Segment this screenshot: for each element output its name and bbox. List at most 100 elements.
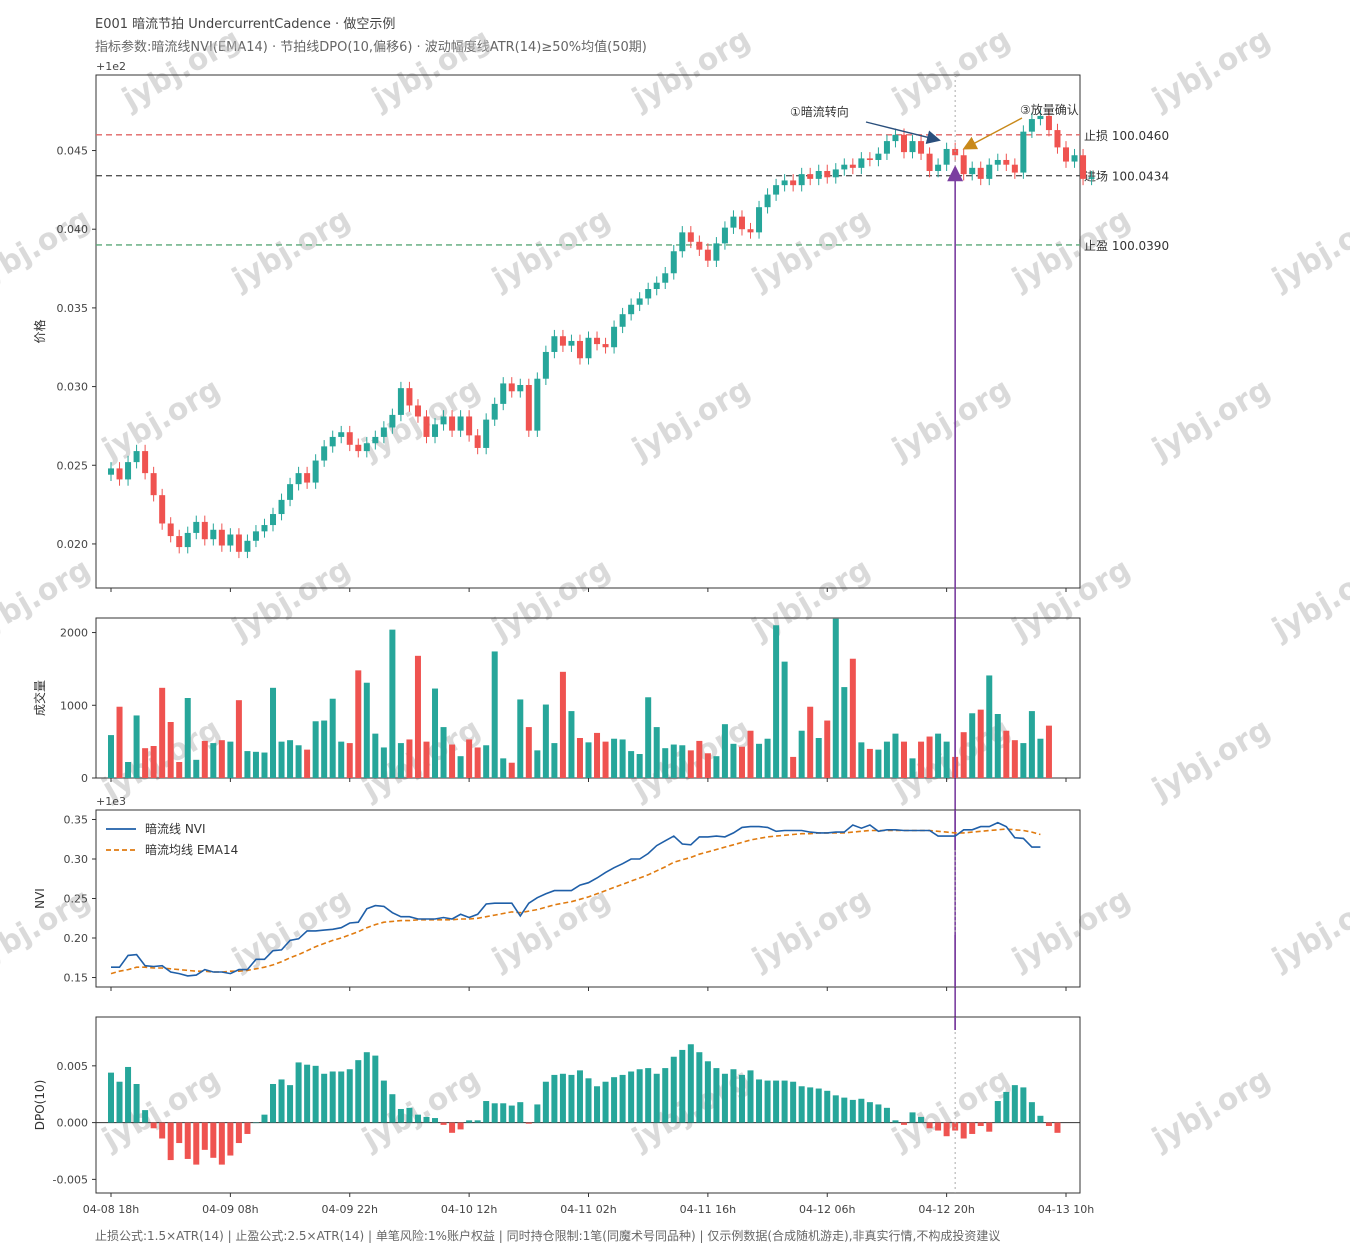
dpo-bar <box>713 1068 720 1123</box>
volume-bar <box>338 741 345 778</box>
volume-bar <box>943 741 950 778</box>
volume-bar <box>1037 738 1044 778</box>
dpo-bar <box>704 1061 711 1123</box>
candle-body <box>1037 115 1044 120</box>
candle-body <box>807 174 814 179</box>
dpo-bar <box>943 1122 950 1137</box>
volume-bar <box>201 740 208 778</box>
candle-body <box>474 435 481 448</box>
candle-body <box>167 523 174 537</box>
volume-bar <box>807 706 814 778</box>
candle-body <box>866 158 873 160</box>
candle-body <box>841 164 848 170</box>
watermark-text: jybj.org <box>1146 22 1277 118</box>
volume-bar <box>687 750 694 778</box>
watermark-text: jybj.org <box>1266 202 1350 298</box>
dpo-bar <box>1037 1115 1044 1123</box>
dpo-bar <box>483 1101 490 1123</box>
dpo-bar <box>355 1060 362 1123</box>
dpo-bar <box>670 1056 677 1123</box>
volume-bar <box>304 749 311 778</box>
volume-bar <box>594 732 601 778</box>
candle-body <box>935 164 942 171</box>
dpo-bar <box>602 1081 609 1123</box>
dpo-bar <box>423 1116 430 1123</box>
volume-bar <box>1020 743 1027 778</box>
dpo-bar <box>747 1070 754 1123</box>
volume-bar <box>270 687 277 778</box>
volume-bar <box>773 625 780 778</box>
dpo-bar <box>576 1070 583 1123</box>
volume-bar <box>645 697 652 778</box>
volume-bar <box>713 756 720 778</box>
candle-body <box>423 416 430 437</box>
candle-body <box>576 340 583 359</box>
candle-body <box>108 468 114 475</box>
dpo-bar <box>798 1086 805 1123</box>
watermark-text: jybj.org <box>0 202 96 298</box>
volume-bar <box>278 741 285 778</box>
2-tick-label: 0.30 <box>64 853 89 866</box>
candle-body <box>329 436 336 447</box>
candle-body <box>986 164 993 179</box>
volume-bar <box>935 733 942 778</box>
candle-body <box>142 451 149 474</box>
x-tick-label: 04-13 10h <box>1038 1203 1094 1216</box>
volume-bar <box>321 720 328 778</box>
volume-bar <box>662 748 669 778</box>
volume-bar <box>781 661 788 778</box>
volume-bar <box>193 759 200 778</box>
candle-body <box>815 170 822 179</box>
candle-body <box>355 444 362 452</box>
nvi-offset-label: +1e3 <box>96 795 126 808</box>
candle-body <box>449 416 456 431</box>
watermark-text: jybj.org <box>1266 552 1350 648</box>
dpo-bar <box>594 1086 601 1123</box>
dpo-bar <box>338 1071 345 1123</box>
0-tick-label: 0.040 <box>57 223 89 236</box>
candle-body <box>304 473 311 483</box>
watermark-text: jybj.org <box>226 552 357 648</box>
dpo-bar <box>585 1078 592 1123</box>
volume-bar <box>721 724 728 778</box>
dpo-bar <box>568 1074 575 1123</box>
volume-bar <box>159 687 166 778</box>
candle-body <box>1080 155 1087 179</box>
panels-layer: 0.020 0.025 0.030 0.035 0.040 0.045 价格 +1e2 止损 1… <box>32 60 1169 1216</box>
volume-bar <box>449 744 456 778</box>
2-tick-label: 0.35 <box>64 813 89 826</box>
candle-body <box>227 534 234 546</box>
candle-body <box>133 451 140 463</box>
volume-bar <box>994 714 1001 778</box>
dpo-bar <box>235 1122 242 1144</box>
volume-bar <box>738 746 745 778</box>
volume-bar <box>764 738 771 778</box>
candle-body <box>440 416 447 425</box>
dpo-bar <box>508 1105 515 1123</box>
dpo-bar <box>210 1122 217 1158</box>
volume-bar <box>184 698 191 778</box>
candle-body <box>1063 147 1069 162</box>
candle-body <box>159 495 166 524</box>
legend-nvi-label: 暗流线 NVI <box>145 821 206 836</box>
0-tick-label: 0.045 <box>57 145 89 158</box>
volume-bar <box>312 721 319 778</box>
dpo-bar <box>432 1118 439 1123</box>
volume-bar <box>406 739 413 778</box>
dpo-bar <box>559 1073 566 1123</box>
x-tick-label: 04-12 06h <box>799 1203 855 1216</box>
legend-ema-label: 暗流均线 EMA14 <box>145 842 238 857</box>
volume-bar <box>125 762 132 778</box>
volume-bar <box>619 739 626 778</box>
dpo-bar <box>645 1068 652 1123</box>
dpo-bar <box>900 1122 907 1125</box>
watermark-text: jybj.org <box>746 202 877 298</box>
dpo-bar <box>892 1120 899 1123</box>
dpo-bar <box>1011 1085 1018 1123</box>
volume-bar <box>235 700 242 778</box>
volume-bar <box>832 618 839 778</box>
volume-bar <box>517 699 524 778</box>
volume-bar <box>210 743 217 778</box>
dpo-bar <box>1054 1122 1061 1133</box>
volume-bar <box>491 651 498 778</box>
